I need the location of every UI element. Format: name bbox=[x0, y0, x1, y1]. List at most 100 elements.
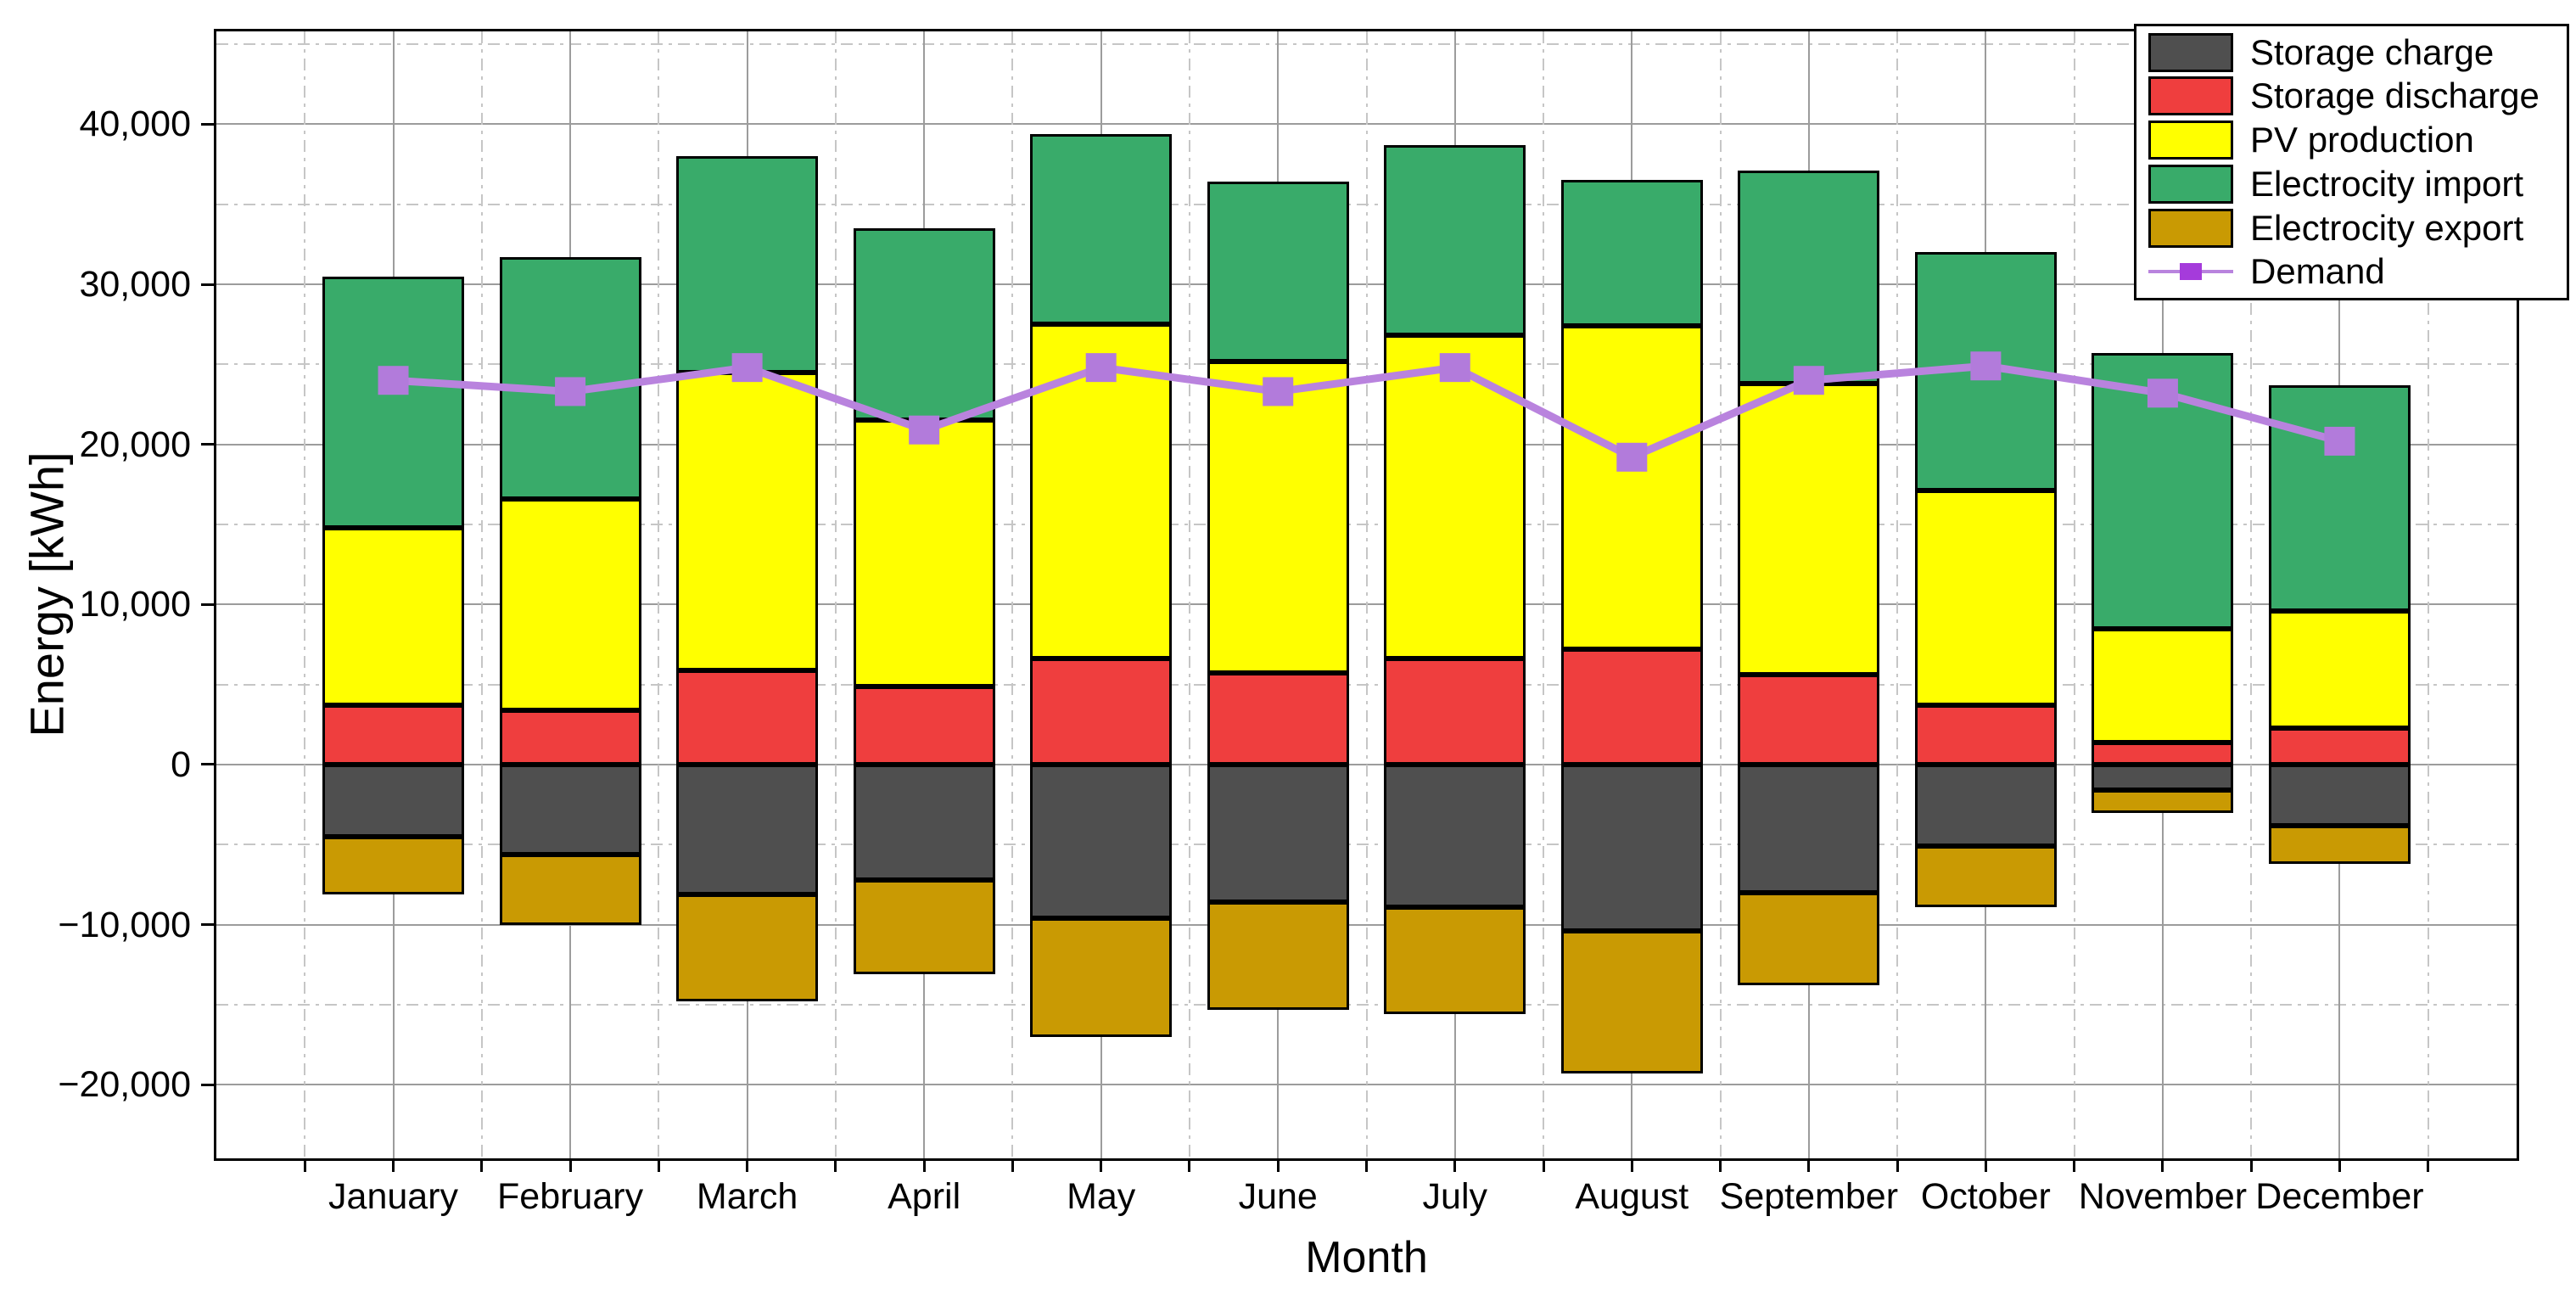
y-axis-tick bbox=[201, 603, 216, 606]
bar-segment bbox=[1030, 133, 1173, 325]
x-axis-tick bbox=[1453, 1160, 1457, 1172]
legend-item: Storage discharge bbox=[2136, 75, 2567, 117]
y-axis-tick bbox=[201, 122, 216, 126]
bar-segment bbox=[2268, 384, 2411, 611]
y-tick-label: −10,000 bbox=[58, 904, 191, 945]
bar-segment bbox=[2092, 628, 2234, 743]
gridline-minor-vertical bbox=[1011, 31, 1014, 1158]
x-tick-label: November bbox=[2078, 1176, 2248, 1217]
bar-segment bbox=[499, 764, 641, 855]
legend: Storage charge Storage discharge PV produc… bbox=[2134, 24, 2569, 300]
gridline-minor-vertical bbox=[2250, 31, 2253, 1158]
bar-segment bbox=[322, 764, 465, 837]
bar-segment bbox=[1914, 764, 2057, 847]
x-tick-label: September bbox=[1719, 1176, 1899, 1217]
legend-demand-sample bbox=[2148, 252, 2233, 291]
bar-segment bbox=[499, 498, 641, 710]
y-axis-tick bbox=[201, 443, 216, 446]
x-axis-tick bbox=[2427, 1160, 2430, 1172]
legend-item: Storage charge bbox=[2136, 31, 2567, 74]
gridline-minor-vertical bbox=[834, 31, 837, 1158]
bar-segment bbox=[1384, 764, 1526, 907]
demand-marker bbox=[1970, 351, 2002, 381]
x-tick-label: February bbox=[497, 1176, 644, 1217]
demand-marker bbox=[1616, 442, 1648, 472]
y-tick-label: 40,000 bbox=[79, 104, 191, 145]
legend-swatch bbox=[2148, 121, 2233, 160]
bar-segment bbox=[1560, 326, 1703, 650]
x-axis-tick bbox=[1276, 1160, 1280, 1172]
bar-segment bbox=[1738, 675, 1880, 765]
bar-segment bbox=[322, 705, 465, 765]
bar-segment bbox=[322, 276, 465, 528]
y-axis-tick bbox=[201, 763, 216, 766]
x-tick-label: March bbox=[696, 1176, 798, 1217]
legend-swatch bbox=[2148, 208, 2233, 248]
gridline-minor-vertical bbox=[480, 31, 483, 1158]
bar-segment bbox=[1560, 931, 1703, 1073]
demand-marker bbox=[1085, 353, 1117, 383]
bar-segment bbox=[676, 156, 819, 373]
bar-segment bbox=[1207, 361, 1349, 674]
x-axis-tick bbox=[1807, 1160, 1811, 1172]
bar-segment bbox=[1207, 182, 1349, 362]
y-tick-label: 10,000 bbox=[79, 584, 191, 625]
legend-label: Demand bbox=[2250, 251, 2385, 292]
y-axis-tick bbox=[201, 283, 216, 286]
x-tick-label: January bbox=[328, 1176, 459, 1217]
x-axis-tick bbox=[2249, 1160, 2253, 1172]
legend-label: Storage charge bbox=[2250, 31, 2495, 72]
gridline-minor-vertical bbox=[304, 31, 306, 1158]
y-tick-label: 30,000 bbox=[79, 264, 191, 305]
x-axis-tick bbox=[657, 1160, 660, 1172]
bar-segment bbox=[676, 764, 819, 894]
bar-segment bbox=[499, 854, 641, 925]
legend-swatch bbox=[2148, 164, 2233, 204]
x-axis-tick bbox=[922, 1160, 926, 1172]
x-axis-tick bbox=[1188, 1160, 1191, 1172]
bar-segment bbox=[1030, 659, 1173, 765]
bar-segment bbox=[1207, 673, 1349, 765]
bar-segment bbox=[1914, 846, 2057, 907]
bar-segment bbox=[2268, 764, 2411, 826]
x-axis-tick bbox=[2073, 1160, 2076, 1172]
bar-segment bbox=[1560, 764, 1703, 932]
demand-line-layer bbox=[378, 351, 2355, 472]
bar-segment bbox=[1738, 892, 1880, 986]
x-axis-tick bbox=[1630, 1160, 1633, 1172]
x-axis-tick bbox=[746, 1160, 749, 1172]
legend-item: Electrocity import bbox=[2136, 163, 2567, 205]
gridline-minor-vertical bbox=[1543, 31, 1545, 1158]
bar-segment bbox=[1738, 764, 1880, 893]
bar-segment bbox=[853, 686, 995, 765]
demand-line bbox=[393, 362, 2341, 462]
demand-marker bbox=[378, 366, 409, 395]
legend-label: Electrocity import bbox=[2250, 163, 2524, 204]
legend-label: PV production bbox=[2250, 120, 2474, 160]
x-tick-label: May bbox=[1067, 1176, 1136, 1217]
x-axis-tick bbox=[2338, 1160, 2341, 1172]
x-axis-tick bbox=[392, 1160, 395, 1172]
bar-segment bbox=[1384, 659, 1526, 765]
legend-item: PV production bbox=[2136, 119, 2567, 161]
demand-marker bbox=[555, 377, 586, 406]
gridline-minor-vertical bbox=[1719, 31, 1722, 1158]
x-axis-tick bbox=[568, 1160, 572, 1172]
gridline-minor-vertical bbox=[1896, 31, 1899, 1158]
demand-marker bbox=[1793, 366, 1824, 395]
demand-marker bbox=[1439, 353, 1470, 383]
bar-segment bbox=[676, 894, 819, 1002]
legend-label: Electrocity export bbox=[2250, 207, 2524, 248]
bar-segment bbox=[499, 709, 641, 765]
legend-item: Demand bbox=[2136, 250, 2567, 293]
bar-segment bbox=[1030, 764, 1173, 919]
x-axis-tick bbox=[1896, 1160, 1899, 1172]
legend-item: Electrocity export bbox=[2136, 207, 2567, 249]
legend-demand-marker bbox=[2180, 263, 2202, 281]
bar-segment bbox=[1384, 144, 1526, 336]
gridline-minor-vertical bbox=[1365, 31, 1368, 1158]
plot-area bbox=[216, 31, 2517, 1158]
bar-segment bbox=[1030, 918, 1173, 1037]
x-axis-tick bbox=[2161, 1160, 2164, 1172]
x-tick-label: October bbox=[1920, 1176, 2051, 1217]
